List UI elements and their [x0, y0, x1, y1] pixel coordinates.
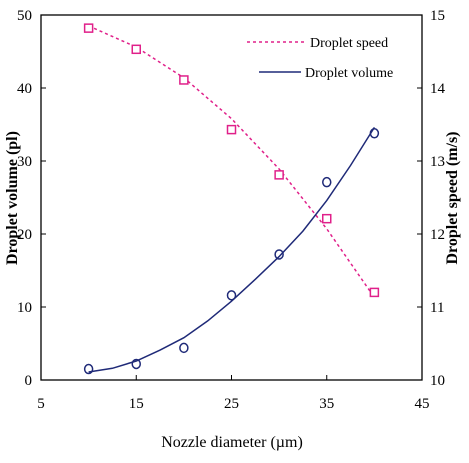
droplet-volume-point: [369, 128, 380, 139]
droplet-volume-point: [83, 363, 94, 375]
y-left-tick-label: 10: [17, 300, 32, 316]
y-right-tick-label: 13: [430, 154, 445, 170]
y-left-axis: 0 10 20 30 40 50: [17, 8, 46, 389]
y-right-tick-label: 10: [430, 373, 445, 389]
series-layer: [83, 23, 380, 375]
y-right-tick-label: 11: [430, 300, 444, 316]
x-tick-label: 5: [37, 396, 45, 412]
droplet-speed-point: [131, 44, 141, 55]
y-right-tick-label: 14: [430, 81, 446, 97]
x-tick-label: 25: [224, 396, 239, 412]
droplet-volume-point: [179, 342, 189, 354]
droplet-volume-fit-line: [88, 127, 376, 373]
x-axis-title: Nozzle diameter (µm): [161, 434, 303, 451]
droplet-speed-point: [83, 23, 94, 33]
legend: Droplet speed Droplet volume: [247, 36, 393, 81]
y-left-tick-label: 0: [25, 373, 33, 389]
legend-label-speed: Droplet speed: [310, 36, 388, 51]
x-tick-label: 35: [319, 396, 334, 412]
y-left-tick-label: 40: [17, 81, 32, 97]
y-left-tick-label: 30: [17, 154, 32, 170]
x-tick-label: 45: [415, 396, 430, 412]
droplet-speed-point: [322, 213, 332, 224]
droplet-speed-point: [179, 75, 189, 85]
y-right-axis-title: Droplet speed (m/s): [444, 131, 461, 264]
legend-label-volume: Droplet volume: [305, 66, 393, 81]
droplet-volume-point: [226, 290, 237, 301]
y-left-tick-label: 50: [17, 8, 32, 24]
y-left-tick-label: 20: [17, 227, 32, 243]
droplet-volume-point: [274, 249, 284, 260]
x-tick-label: 15: [129, 396, 144, 412]
droplet-speed-point: [226, 124, 237, 135]
y-left-axis-title: Droplet volume (pl): [4, 131, 21, 265]
droplet-speed-point: [369, 287, 380, 298]
droplet-volume-point: [131, 358, 141, 370]
x-axis: 5 15 25 35 45: [37, 375, 430, 412]
y-right-axis: 10 11 12 13 14 15: [417, 8, 446, 389]
y-right-tick-label: 12: [430, 227, 445, 243]
droplet-speed-point: [274, 170, 284, 180]
y-right-tick-label: 15: [430, 8, 445, 24]
droplet-volume-point: [322, 176, 332, 188]
